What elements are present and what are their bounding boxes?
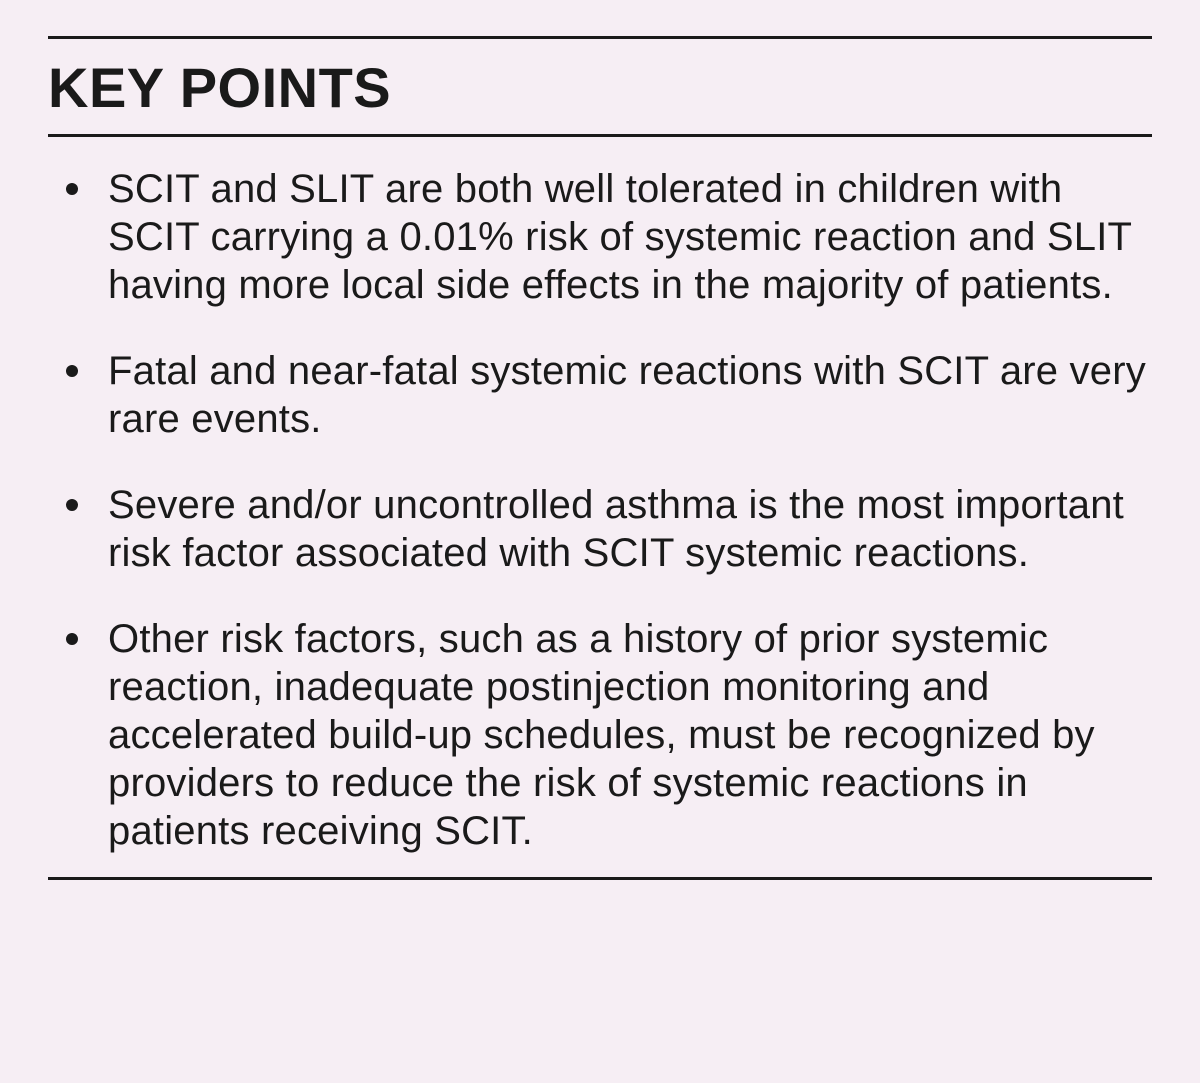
panel-heading: KEY POINTS <box>48 55 1152 120</box>
list-item: SCIT and SLIT are both well tolerated in… <box>60 165 1146 309</box>
key-points-panel: KEY POINTS SCIT and SLIT are both well t… <box>0 0 1200 1083</box>
list-item: Fatal and near-fatal systemic reactions … <box>60 347 1146 443</box>
bullet-list: SCIT and SLIT are both well tolerated in… <box>48 165 1152 855</box>
bottom-rule <box>48 877 1152 880</box>
list-item: Severe and/or uncontrolled asthma is the… <box>60 481 1146 577</box>
top-rule <box>48 36 1152 39</box>
heading-rule <box>48 134 1152 137</box>
list-item: Other risk factors, such as a history of… <box>60 615 1146 855</box>
